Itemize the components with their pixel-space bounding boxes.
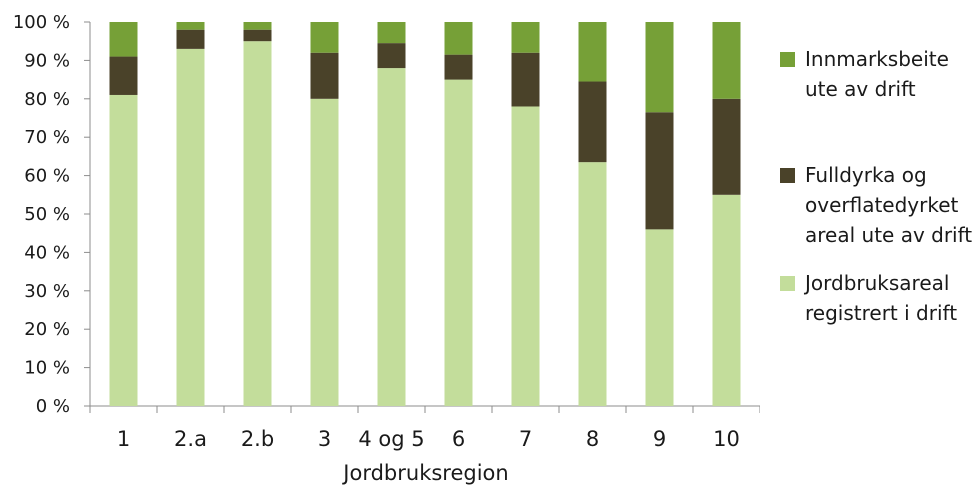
y-tick-label: 60 % [24,166,70,187]
bar-segment-1-6 [444,79,473,406]
y-tick-label: 40 % [24,242,70,263]
bar-segment-2-5 [377,43,406,69]
bar-segment-3-5 [377,22,406,44]
bar-segment-3-6 [444,22,473,55]
legend-item-jordbruksareal: Jordbruksareal registrert i drift [780,268,957,328]
bar-segment-3-3 [243,22,272,30]
x-tick-label: 4 og 5 [358,427,424,451]
x-tick-label: 3 [318,427,331,451]
x-tick-label: 2.a [174,427,207,451]
x-tick-label: 8 [586,427,599,451]
bar-segment-3-8 [578,22,607,82]
bar-segment-3-10 [712,22,741,99]
x-tick-label: 9 [653,427,666,451]
bar-segment-3-2 [176,22,205,30]
y-tick-label: 0 % [36,396,70,417]
bar-segment-3-9 [645,22,674,113]
bar-segment-2-4 [310,52,339,99]
bars-group [109,22,741,407]
x-tick-label: 6 [452,427,465,451]
x-tick-label: 10 [713,427,740,451]
chart-plot: 0 % 10 % 20 % 30 % 40 % 50 % 60 % 70 % 80 % 90 % 1… [13,12,761,485]
y-tick-label: 30 % [24,281,70,302]
x-axis-title: Jordbruksregion [341,461,508,485]
x-tick-label: 1 [117,427,130,451]
legend-swatch-innmarksbeite [780,52,795,67]
legend: Innmarksbeite ute av drift Fulldyrka og … [760,0,975,487]
bar-segment-3-4 [310,22,339,53]
bar-segment-3-1 [109,22,138,57]
bar-segment-2-1 [109,56,138,95]
bar-segment-2-6 [444,54,473,80]
y-tick-label: 80 % [24,89,70,110]
bar-segment-2-7 [511,52,540,107]
y-tick-label: 70 % [24,127,70,148]
y-tick-label: 10 % [24,358,70,379]
y-tick-label: 20 % [24,319,70,340]
bar-segment-2-2 [176,29,205,49]
bar-segment-3-7 [511,22,540,53]
legend-item-fulldyrka: Fulldyrka og overflatedyrket areal ute a… [780,160,972,250]
x-tick-label: 7 [519,427,532,451]
legend-item-innmarksbeite: Innmarksbeite ute av drift [780,44,949,104]
x-tick-label: 2.b [241,427,274,451]
bar-segment-1-4 [310,98,339,407]
bar-segment-2-9 [645,112,674,230]
legend-swatch-jordbruksareal [780,276,795,291]
legend-swatch-fulldyrka [780,168,795,183]
legend-label-jordbruksareal: Jordbruksareal registrert i drift [805,271,958,325]
y-axis: 0 % 10 % 20 % 30 % 40 % 50 % 60 % 70 % 80 % 90 % 1… [13,12,91,417]
y-tick-label: 50 % [24,204,70,225]
legend-label-fulldyrka: Fulldyrka og overflatedyrket areal ute a… [805,163,973,247]
y-tick-label: 100 % [13,12,70,33]
legend-label-innmarksbeite: Innmarksbeite ute av drift [805,47,949,101]
bar-segment-2-3 [243,29,272,42]
bar-segment-1-2 [176,48,205,406]
x-axis: 1 2.a 2.b 3 4 og 5 6 7 8 9 10 [89,405,761,451]
bar-segment-1-1 [109,94,138,407]
bar-segment-1-10 [712,194,741,406]
bar-segment-1-3 [243,41,272,406]
y-tick-label: 90 % [24,50,70,71]
bar-segment-2-8 [578,81,607,163]
bar-segment-1-5 [377,68,406,406]
bar-segment-1-9 [645,229,674,406]
bar-segment-2-10 [712,98,741,195]
bar-segment-1-8 [578,162,607,406]
bar-segment-1-7 [511,106,540,406]
